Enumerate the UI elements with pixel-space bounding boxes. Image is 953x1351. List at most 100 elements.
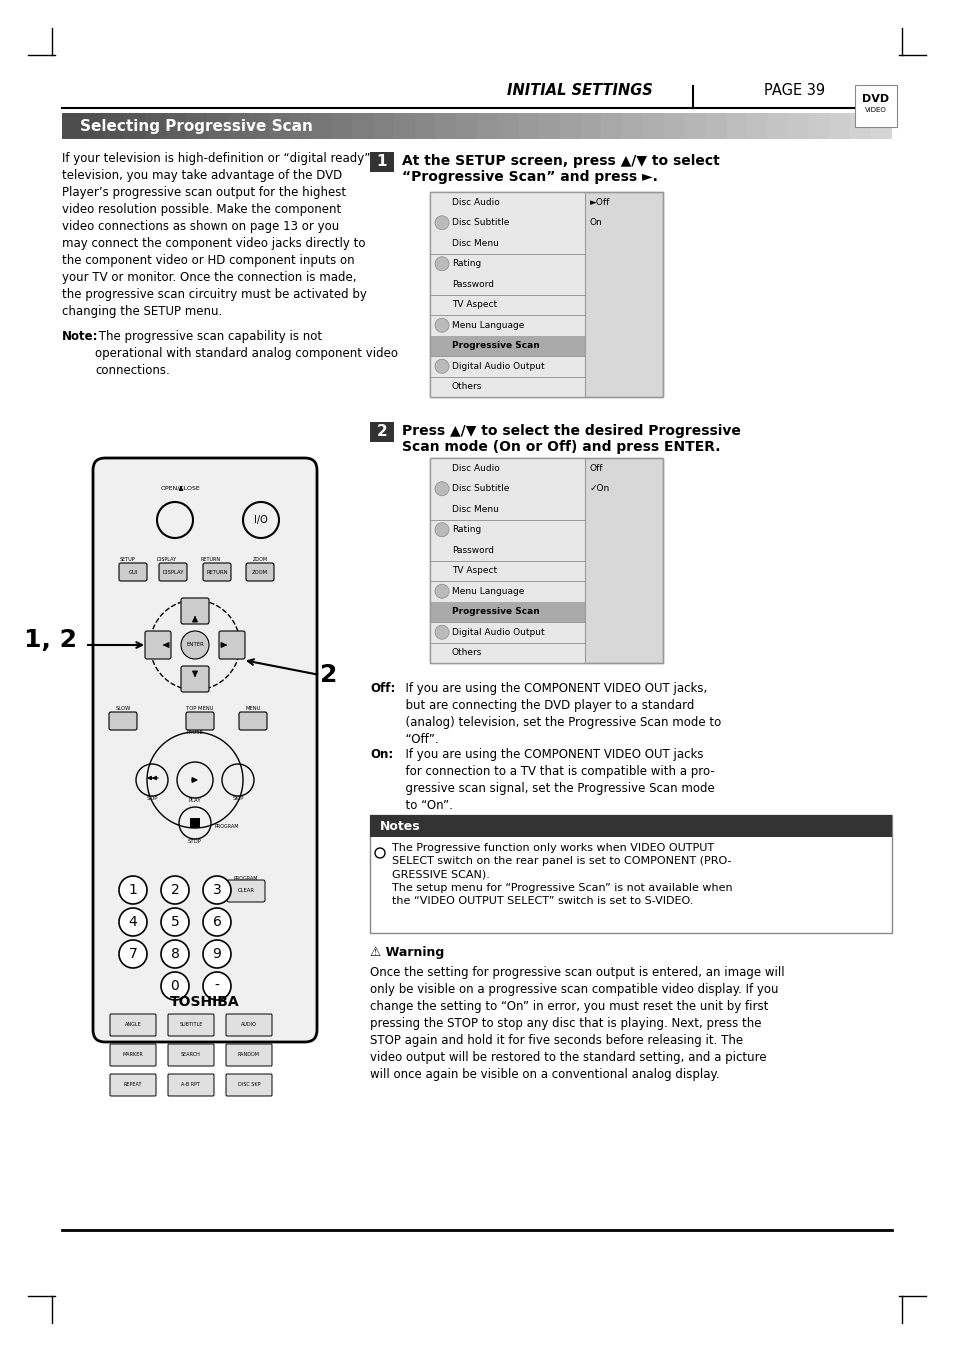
FancyBboxPatch shape [186, 712, 213, 730]
Text: PROGRAM: PROGRAM [233, 875, 258, 881]
Text: TOSHIBA: TOSHIBA [170, 994, 239, 1009]
Text: DISC SKP: DISC SKP [237, 1082, 260, 1088]
FancyBboxPatch shape [684, 113, 704, 139]
Text: ⚠ Warning: ⚠ Warning [370, 946, 444, 959]
FancyBboxPatch shape [559, 113, 580, 139]
Text: The Progressive function only works when VIDEO OUTPUT
SELECT switch on the rear : The Progressive function only works when… [392, 843, 732, 905]
FancyBboxPatch shape [110, 1015, 156, 1036]
Text: ENTER: ENTER [186, 643, 204, 647]
Text: DISPLAY: DISPLAY [162, 570, 184, 574]
Text: Rating: Rating [452, 259, 480, 269]
Text: MENU: MENU [245, 707, 260, 711]
FancyBboxPatch shape [601, 113, 621, 139]
Circle shape [435, 482, 449, 496]
FancyBboxPatch shape [219, 631, 245, 659]
Circle shape [435, 319, 449, 332]
Text: Disc Audio: Disc Audio [452, 197, 499, 207]
FancyBboxPatch shape [430, 192, 584, 397]
Text: SKIP: SKIP [146, 796, 157, 801]
FancyBboxPatch shape [370, 815, 891, 934]
Text: CLEAR: CLEAR [237, 889, 254, 893]
Text: INITIAL SETTINGS: INITIAL SETTINGS [507, 82, 652, 99]
Text: I/⁠ʘ: I/⁠ʘ [253, 515, 268, 526]
FancyBboxPatch shape [430, 335, 584, 357]
Text: “Progressive Scan” and press ►.: “Progressive Scan” and press ►. [401, 170, 658, 184]
Text: Disc Subtitle: Disc Subtitle [452, 484, 509, 493]
Text: Disc Subtitle: Disc Subtitle [452, 219, 509, 227]
Text: Password: Password [452, 546, 494, 555]
Text: Note:: Note: [62, 330, 98, 343]
FancyBboxPatch shape [124, 113, 145, 139]
Text: Once the setting for progressive scan output is entered, an image will
only be v: Once the setting for progressive scan ou… [370, 966, 783, 1081]
FancyBboxPatch shape [83, 113, 103, 139]
Text: 1, 2: 1, 2 [24, 628, 77, 653]
Text: Rating: Rating [452, 526, 480, 534]
FancyBboxPatch shape [207, 113, 228, 139]
Text: Digital Audio Output: Digital Audio Output [452, 362, 544, 370]
Text: REPEAT: REPEAT [124, 1082, 142, 1088]
Text: SEARCH: SEARCH [181, 1052, 201, 1058]
Text: PLAY: PLAY [189, 798, 201, 802]
Text: Progressive Scan: Progressive Scan [452, 342, 539, 350]
Text: 6: 6 [213, 915, 221, 929]
Text: Progressive Scan: Progressive Scan [452, 607, 539, 616]
Text: 9: 9 [213, 947, 221, 961]
FancyBboxPatch shape [850, 113, 870, 139]
Circle shape [435, 359, 449, 373]
Text: 0: 0 [171, 979, 179, 993]
FancyBboxPatch shape [103, 113, 124, 139]
FancyBboxPatch shape [456, 113, 476, 139]
Circle shape [119, 908, 147, 936]
Text: SETUP: SETUP [119, 557, 134, 562]
Text: SLOW: SLOW [115, 707, 131, 711]
FancyBboxPatch shape [246, 563, 274, 581]
FancyBboxPatch shape [370, 815, 891, 838]
FancyBboxPatch shape [430, 458, 662, 663]
FancyBboxPatch shape [249, 113, 269, 139]
Text: Off:: Off: [370, 682, 395, 694]
Circle shape [119, 940, 147, 969]
FancyBboxPatch shape [190, 817, 200, 828]
Text: On:: On: [370, 748, 393, 761]
Text: 2: 2 [376, 424, 387, 439]
Text: Menu Language: Menu Language [452, 586, 524, 596]
FancyBboxPatch shape [538, 113, 559, 139]
Text: 7: 7 [129, 947, 137, 961]
Text: If your television is high-definition or “digital ready”
television, you may tak: If your television is high-definition or… [62, 153, 370, 317]
FancyBboxPatch shape [110, 1044, 156, 1066]
Circle shape [203, 908, 231, 936]
Text: If you are using the COMPONENT VIDEO OUT jacks,
  but are connecting the DVD pla: If you are using the COMPONENT VIDEO OUT… [397, 682, 720, 746]
Circle shape [161, 971, 189, 1000]
Text: Notes: Notes [379, 820, 420, 832]
FancyBboxPatch shape [767, 113, 787, 139]
FancyBboxPatch shape [787, 113, 808, 139]
Text: Disc Menu: Disc Menu [452, 239, 498, 247]
Circle shape [435, 257, 449, 270]
FancyBboxPatch shape [373, 113, 394, 139]
FancyBboxPatch shape [239, 712, 267, 730]
FancyBboxPatch shape [110, 1074, 156, 1096]
Text: At the SETUP screen, press ▲/▼ to select: At the SETUP screen, press ▲/▼ to select [401, 154, 719, 168]
FancyBboxPatch shape [415, 113, 435, 139]
Text: SKIP: SKIP [233, 796, 243, 801]
FancyBboxPatch shape [621, 113, 642, 139]
Text: 3: 3 [213, 884, 221, 897]
Text: RETURN: RETURN [201, 557, 221, 562]
FancyBboxPatch shape [311, 113, 332, 139]
Text: OPEN/CLOSE: OPEN/CLOSE [161, 485, 201, 490]
Text: Digital Audio Output: Digital Audio Output [452, 628, 544, 636]
Text: A-B RPT: A-B RPT [181, 1082, 200, 1088]
FancyBboxPatch shape [870, 113, 891, 139]
Text: DISPLAY: DISPLAY [157, 557, 177, 562]
Circle shape [161, 875, 189, 904]
FancyBboxPatch shape [181, 598, 209, 624]
Text: -: - [214, 979, 219, 993]
Circle shape [203, 971, 231, 1000]
FancyBboxPatch shape [145, 113, 166, 139]
Circle shape [435, 626, 449, 639]
Text: Menu Language: Menu Language [452, 320, 524, 330]
FancyBboxPatch shape [394, 113, 415, 139]
Text: TV Aspect: TV Aspect [452, 566, 497, 576]
FancyBboxPatch shape [186, 113, 207, 139]
Text: ZOOM: ZOOM [252, 570, 268, 574]
